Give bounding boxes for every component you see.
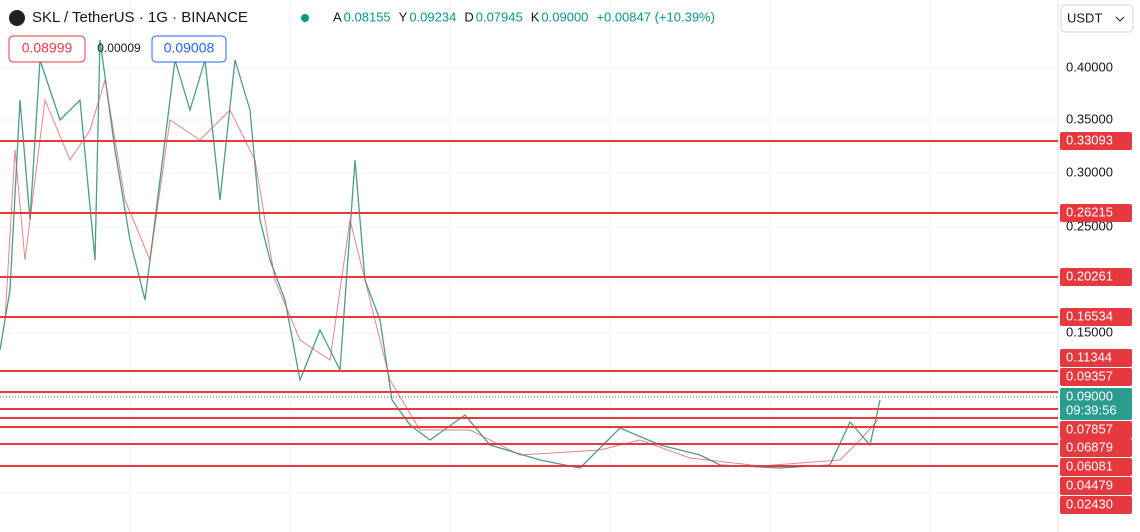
- level-box: [1060, 439, 1132, 457]
- change: +0.00847 (+10.39%): [596, 9, 715, 24]
- level-label: 0.06879: [1066, 439, 1113, 454]
- price-path: [0, 39, 881, 469]
- sell-price: 0.08999: [22, 40, 73, 56]
- axis-label: 0.15000: [1066, 324, 1113, 339]
- level-box: [1060, 421, 1132, 439]
- level-box: [1060, 268, 1132, 286]
- level-label: 0.33093: [1066, 132, 1113, 147]
- currency: USDT: [1067, 10, 1102, 25]
- level-box: [1060, 204, 1132, 222]
- level-label: 0.04479: [1066, 477, 1113, 492]
- axis-label: 0.35000: [1066, 111, 1113, 126]
- ohlc-value: 0.09234: [409, 9, 456, 24]
- sell-box[interactable]: [8, 35, 86, 63]
- level-label: 0.20261: [1066, 268, 1113, 283]
- symbol: SKL / TetherUS · 1G · BINANCE: [32, 9, 248, 26]
- level-label: 0.11344: [1066, 349, 1112, 364]
- level-box: [1060, 368, 1132, 386]
- level-box: [1060, 349, 1132, 367]
- spread: 0.00009: [97, 41, 141, 55]
- level-label: 0.02430: [1066, 496, 1113, 511]
- countdown: 09:39:56: [1066, 402, 1117, 417]
- exchange-logo: [9, 10, 25, 26]
- axis-label: 0.40000: [1066, 59, 1113, 74]
- axis-label: 0.25000: [1066, 218, 1113, 233]
- ohlc-label: Y: [399, 9, 408, 24]
- level-label: 0.26215: [1066, 204, 1113, 219]
- current-price: 0.09000: [1066, 388, 1113, 403]
- level-label: 0.07857: [1066, 421, 1113, 436]
- level-box: [1060, 132, 1132, 150]
- ohlc-label: A: [333, 9, 342, 24]
- dropdown-arrow: [1115, 16, 1125, 22]
- level-box: [1060, 477, 1132, 495]
- status-dot: [301, 14, 309, 22]
- current-box: [1060, 388, 1132, 420]
- level-label: 0.09357: [1066, 368, 1113, 383]
- ohlc-label: K: [531, 9, 540, 24]
- level-box: [1060, 308, 1132, 326]
- currency-select[interactable]: [1060, 4, 1134, 33]
- ohlc-value: 0.08155: [344, 9, 391, 24]
- level-label: 0.16534: [1066, 308, 1113, 323]
- level-label: 0.06081: [1066, 458, 1113, 473]
- buy-price: 0.09008: [164, 40, 215, 56]
- ohlc-label: D: [464, 9, 473, 24]
- ohlc-value: 0.09000: [541, 9, 588, 24]
- ohlc-value: 0.07945: [476, 9, 523, 24]
- axis-label: 0.30000: [1066, 164, 1113, 179]
- level-box: [1060, 496, 1132, 514]
- level-box: [1060, 458, 1132, 476]
- buy-box[interactable]: [151, 35, 227, 63]
